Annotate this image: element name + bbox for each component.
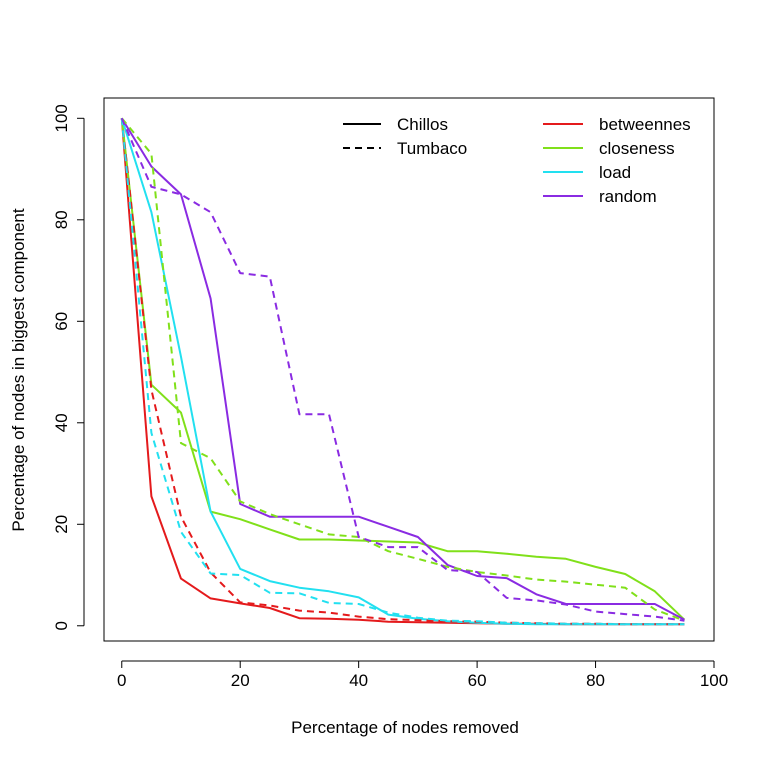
x-tick-label: 40 [349, 671, 368, 690]
x-tick-label: 60 [468, 671, 487, 690]
x-tick-label: 0 [117, 671, 126, 690]
y-tick-label: 20 [52, 515, 71, 534]
legend-label-random: random [599, 187, 657, 206]
x-tick-label: 80 [586, 671, 605, 690]
series-line-chillos-closeness [120, 118, 686, 621]
legend-label-chillos: Chillos [397, 115, 448, 134]
x-axis: 0 20 40 60 80 100 [117, 660, 728, 690]
x-axis-label: Percentage of nodes removed [291, 718, 519, 737]
plot-lines [120, 117, 686, 626]
y-axis-label: Percentage of nodes in biggest component [9, 208, 28, 532]
y-tick-label: 40 [52, 413, 71, 432]
legend-label-betweennes: betweennes [599, 115, 691, 134]
legend-label-closeness: closeness [599, 139, 675, 158]
y-tick-label: 0 [52, 621, 71, 630]
series-line-tumbaco-betweennes [120, 118, 685, 626]
y-axis: 0 20 40 60 80 100 [52, 104, 85, 631]
series-line-tumbaco-load [120, 118, 685, 626]
legend-label-load: load [599, 163, 631, 182]
x-tick-label: 20 [231, 671, 250, 690]
legend-label-tumbaco: Tumbaco [397, 139, 467, 158]
series-line-tumbaco-closeness [121, 117, 685, 622]
x-tick-label: 100 [700, 671, 728, 690]
series-line-tumbaco-random [120, 117, 685, 622]
plot-frame [103, 97, 715, 642]
legend: Chillos Tumbaco betweennes closeness load ran… [343, 115, 691, 206]
series-line-chillos-random [120, 117, 685, 621]
y-tick-label: 80 [52, 210, 71, 229]
y-tick-label: 100 [52, 104, 71, 132]
y-tick-label: 60 [52, 312, 71, 331]
